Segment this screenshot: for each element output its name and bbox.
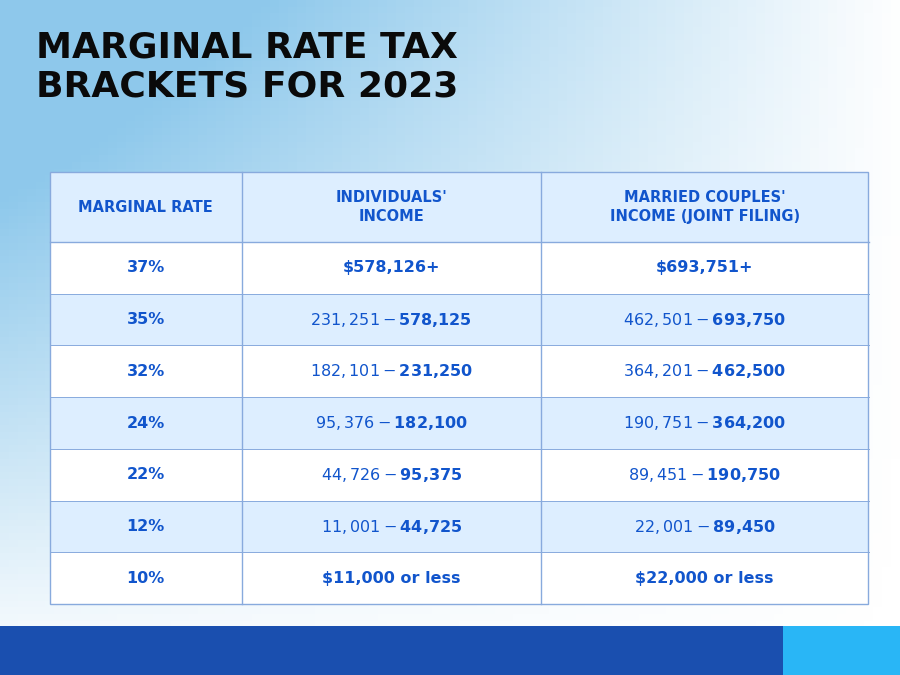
Text: 32%: 32% [127,364,165,379]
Text: $22,001-$89,450: $22,001-$89,450 [634,518,776,535]
Text: $44,726-$95,375: $44,726-$95,375 [320,466,462,484]
Text: INDIVIDUALS'
INCOME: INDIVIDUALS' INCOME [336,190,447,224]
Text: $693,751+: $693,751+ [656,261,753,275]
Bar [50,449,868,501]
Text: 12%: 12% [127,519,165,534]
Bar [50,172,868,604]
Bar [50,172,868,242]
Text: MARGINAL RATE: MARGINAL RATE [78,200,213,215]
Text: 24%: 24% [127,416,165,431]
Text: 37%: 37% [127,261,165,275]
Text: 10%: 10% [127,571,165,586]
Text: $11,001-$44,725: $11,001-$44,725 [320,518,462,535]
Text: $11,000 or less: $11,000 or less [322,571,461,586]
Bar [50,294,868,346]
Bar [50,346,868,397]
Text: $190,751-$364,200: $190,751-$364,200 [623,414,787,432]
Text: $462,501-$693,750: $462,501-$693,750 [623,310,787,329]
Text: $89,451-$190,750: $89,451-$190,750 [628,466,781,484]
Text: $95,376-$182,100: $95,376-$182,100 [315,414,468,432]
Bar [50,552,868,604]
Text: 22%: 22% [127,467,165,482]
Text: $231,251-$578,125: $231,251-$578,125 [310,310,473,329]
Text: 35%: 35% [127,312,165,327]
Bar [50,397,868,449]
Text: $182,101-$231,250: $182,101-$231,250 [310,362,473,380]
Text: MARGINAL RATE TAX
BRACKETS FOR 2023: MARGINAL RATE TAX BRACKETS FOR 2023 [36,30,458,104]
Bar [50,242,868,294]
Text: $578,126+: $578,126+ [343,261,440,275]
Text: MARRIED COUPLES'
INCOME (JOINT FILING): MARRIED COUPLES' INCOME (JOINT FILING) [609,190,800,224]
Bar [50,501,868,552]
Text: $364,201-$462,500: $364,201-$462,500 [623,362,787,380]
Text: $22,000 or less: $22,000 or less [635,571,774,586]
